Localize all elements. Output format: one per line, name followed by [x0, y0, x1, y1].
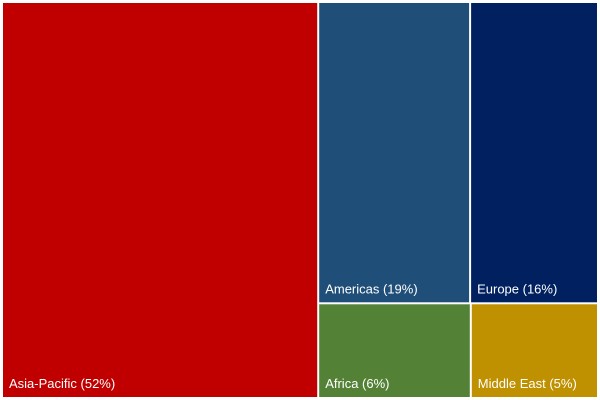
tile-label-asia-pacific: Asia-Pacific (52%) [9, 376, 115, 391]
tile-asia-pacific [3, 3, 318, 397]
tile-africa [319, 304, 470, 397]
tile-europe [471, 3, 597, 303]
tile-middle-east [471, 304, 597, 397]
tile-americas [319, 3, 470, 303]
tile-label-americas: Americas (19%) [325, 281, 417, 296]
tile-label-middle-east: Middle East (5%) [478, 376, 577, 391]
tile-label-africa: Africa (6%) [325, 376, 389, 391]
treemap-tiles: Asia-Pacific (52%) Americas (19%) Europe (… [3, 3, 597, 397]
tile-label-europe: Europe (16%) [477, 281, 557, 296]
